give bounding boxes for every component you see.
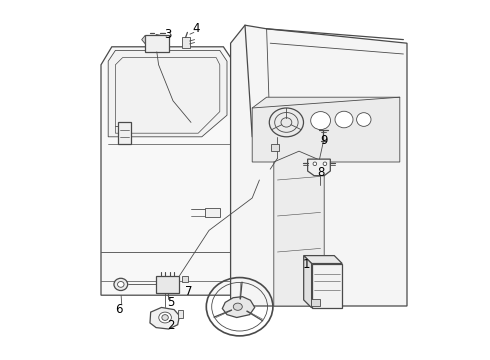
Ellipse shape [114, 278, 127, 291]
Text: 5: 5 [168, 296, 175, 309]
FancyBboxPatch shape [118, 122, 131, 144]
FancyBboxPatch shape [145, 35, 169, 52]
Ellipse shape [357, 113, 371, 126]
Polygon shape [142, 35, 145, 44]
Polygon shape [304, 256, 342, 264]
Polygon shape [101, 47, 231, 295]
Ellipse shape [233, 303, 242, 310]
Text: 1: 1 [303, 258, 311, 271]
Text: 3: 3 [164, 28, 171, 41]
Polygon shape [150, 307, 179, 329]
Polygon shape [274, 151, 324, 306]
Text: 4: 4 [193, 22, 200, 35]
Polygon shape [252, 97, 400, 162]
Text: 7: 7 [185, 285, 193, 298]
Text: 9: 9 [320, 134, 328, 147]
Ellipse shape [118, 282, 124, 287]
Text: 2: 2 [168, 319, 175, 332]
FancyBboxPatch shape [271, 144, 279, 151]
FancyBboxPatch shape [311, 299, 319, 306]
FancyBboxPatch shape [182, 276, 188, 282]
Ellipse shape [313, 162, 317, 166]
Ellipse shape [162, 315, 169, 320]
FancyBboxPatch shape [156, 276, 179, 293]
Ellipse shape [281, 118, 292, 127]
Ellipse shape [311, 112, 330, 130]
Text: 6: 6 [115, 303, 123, 316]
Ellipse shape [323, 162, 327, 166]
Polygon shape [312, 264, 342, 308]
FancyBboxPatch shape [205, 208, 220, 217]
Text: 8: 8 [317, 166, 324, 179]
Polygon shape [222, 297, 255, 318]
Polygon shape [108, 50, 227, 137]
Polygon shape [304, 256, 312, 308]
Polygon shape [231, 25, 407, 306]
Ellipse shape [335, 111, 353, 128]
FancyBboxPatch shape [182, 37, 190, 48]
Ellipse shape [159, 312, 171, 323]
FancyBboxPatch shape [177, 310, 183, 318]
Polygon shape [308, 159, 330, 176]
